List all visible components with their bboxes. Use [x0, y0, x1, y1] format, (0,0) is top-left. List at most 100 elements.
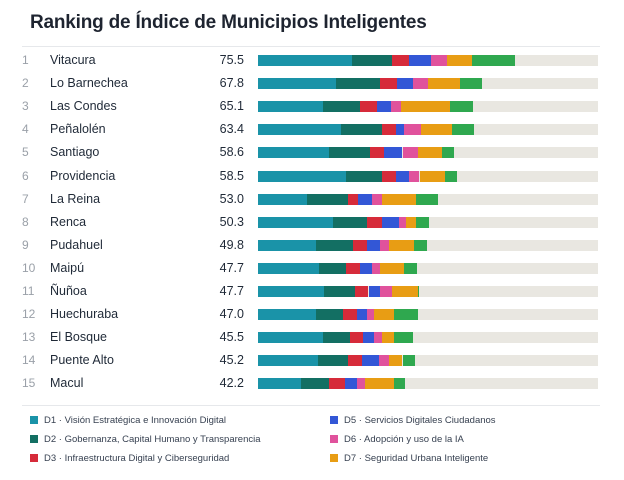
bar-segment [409, 55, 432, 66]
rank-number: 4 [22, 122, 29, 137]
ranking-row: 12 Huechuraba 47.0 [0, 303, 624, 326]
legend-swatch [330, 416, 338, 424]
bar-segment [419, 170, 445, 182]
index-score: 75.5 [219, 53, 244, 67]
index-score: 49.8 [219, 237, 244, 252]
bar-segment [317, 355, 349, 367]
legend-label: D1 · Visión Estratégica e Innovación Dig… [44, 415, 227, 426]
bar-track [258, 124, 598, 136]
municipality-name: Renca [50, 214, 87, 229]
bar-segment [378, 355, 389, 367]
index-score: 50.3 [219, 214, 244, 229]
rank-number: 9 [22, 237, 29, 252]
bottom-divider [22, 405, 600, 406]
rank-number: 13 [22, 330, 36, 345]
bar-segment [349, 332, 364, 344]
top-divider [22, 46, 600, 47]
index-score: 65.1 [219, 99, 244, 114]
bar-segment [397, 78, 413, 90]
index-score: 47.0 [219, 307, 244, 322]
legend-label: D2 · Gobernanza, Capital Humano y Transp… [44, 434, 261, 445]
bar-segment [358, 193, 372, 205]
bar-segment [322, 332, 350, 344]
bar-segment [258, 378, 301, 390]
bar-segment [329, 378, 345, 390]
legend-item: D5 · Servicios Digitales Ciudadanos [330, 413, 496, 429]
bar-segment [348, 193, 359, 205]
bar-segment [382, 124, 396, 136]
bar-segment [416, 216, 429, 228]
municipality-name: Peñalolén [50, 122, 106, 137]
ranking-row: 3 Las Condes 65.1 [0, 95, 624, 118]
page-title: Ranking de Índice de Municipios Intelige… [30, 12, 427, 33]
rank-number: 2 [22, 76, 29, 91]
index-score: 42.2 [219, 376, 244, 391]
ranking-row: 5 Santiago 58.6 [0, 141, 624, 164]
bar-segment [366, 239, 381, 251]
municipality-name: Lo Barnechea [50, 76, 128, 91]
bar-segment [361, 355, 379, 367]
ranking-row: 13 El Bosque 45.5 [0, 326, 624, 349]
bar-segment [258, 101, 323, 113]
bar-segment [366, 309, 374, 321]
index-score: 47.7 [219, 284, 244, 298]
bar-segment [399, 216, 406, 228]
bar-segment [365, 378, 394, 390]
ranking-row: 6 Providencia 58.5 [0, 165, 624, 188]
bar-segment [258, 332, 323, 344]
ranking-row: 9 Pudahuel 49.8 [0, 234, 624, 257]
index-score: 45.2 [219, 353, 244, 368]
legend-item: D3 · Infraestructura Digital y Cibersegu… [30, 451, 229, 467]
bar-segment [332, 216, 367, 228]
bar-segment [388, 239, 415, 251]
bar-segment [346, 170, 383, 182]
legend-label: D5 · Servicios Digitales Ciudadanos [344, 415, 496, 426]
bar-segment [380, 286, 393, 297]
ranking-row: 2 Lo Barnechea 67.8 [0, 72, 624, 95]
bar-segment [363, 332, 374, 344]
bar-segment [412, 78, 428, 90]
bar-segment [336, 78, 381, 90]
rank-number: 15 [22, 376, 36, 391]
bar-segment [414, 239, 428, 251]
municipality-name: Huechuraba [50, 307, 119, 322]
bar-segment [366, 216, 383, 228]
legend-item: D6 · Adopción y uso de la IA [330, 432, 464, 448]
legend-label: D3 · Infraestructura Digital y Cibersegu… [44, 453, 230, 464]
bar-segment [416, 193, 439, 205]
bar-track [258, 55, 598, 66]
bar-track [258, 309, 598, 321]
index-score: 58.6 [219, 145, 244, 160]
bar-track [258, 170, 598, 182]
bar-segment [307, 193, 349, 205]
municipality-name: Macul [50, 376, 84, 391]
bar-segment [322, 101, 360, 113]
bar-track [258, 101, 598, 113]
bar-segment [392, 55, 410, 66]
ranking-row: 15 Macul 42.2 [0, 372, 624, 395]
legend-item: D7 · Seguridad Urbana Inteligente [330, 451, 488, 467]
rank-number: 7 [22, 191, 29, 206]
bar-segment [371, 193, 383, 205]
bar-segment [353, 239, 367, 251]
bar-segment [392, 286, 418, 297]
bar-segment [421, 124, 452, 136]
legend-swatch [330, 454, 338, 462]
bar-segment [382, 216, 400, 228]
municipality-name: Santiago [50, 145, 100, 160]
bar-segment [380, 262, 405, 274]
bar-segment [258, 262, 320, 274]
bar-segment [258, 216, 333, 228]
index-score: 63.4 [219, 122, 244, 137]
ranking-row: 1 Vitacura 75.5 [0, 49, 624, 72]
bar-segment [258, 239, 316, 251]
bar-segment [368, 286, 381, 297]
bar-track [258, 193, 598, 205]
ranking-row: 14 Puente Alto 45.2 [0, 349, 624, 372]
bar-segment [344, 378, 357, 390]
bar-track [258, 78, 598, 90]
bar-segment [351, 55, 393, 66]
bar-track [258, 286, 598, 297]
bar-segment [377, 101, 391, 113]
bar-segment [402, 355, 416, 367]
